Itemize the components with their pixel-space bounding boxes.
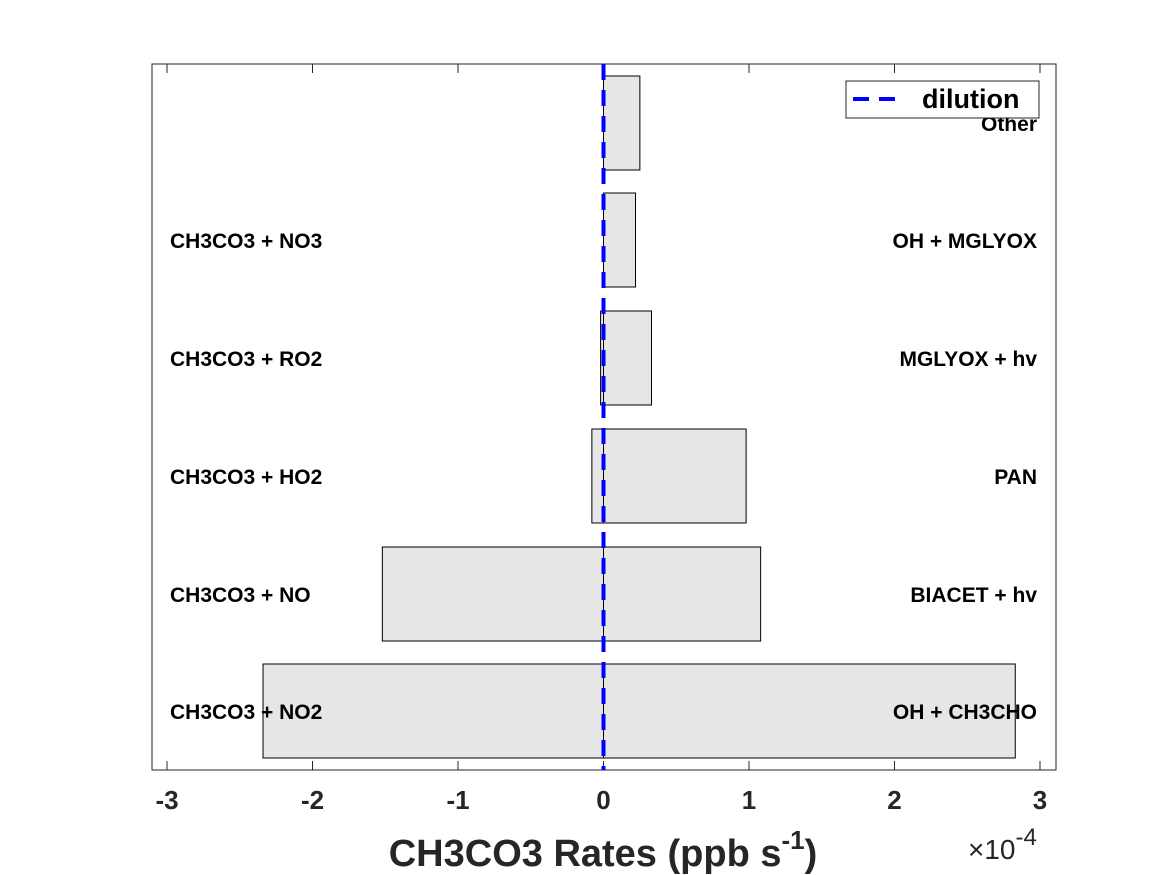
bar-label-loss: CH3CO3 + NO2 bbox=[170, 701, 322, 724]
x-tick-label: -1 bbox=[446, 785, 469, 815]
x-axis-title: CH3CO3 Rates (ppb s-1) bbox=[389, 825, 818, 875]
bar-production bbox=[603, 310, 653, 406]
x-axis-multiplier: ×10-4 bbox=[968, 824, 1037, 865]
bar-label-production: PAN bbox=[994, 466, 1037, 489]
bar-production bbox=[603, 663, 1016, 759]
x-axis-title-close: ) bbox=[805, 833, 818, 875]
x-axis-multiplier-exponent: -4 bbox=[1016, 824, 1037, 851]
x-axis-title-superscript: -1 bbox=[781, 825, 804, 855]
bars-layer bbox=[262, 75, 1016, 759]
x-tick-label: 2 bbox=[887, 785, 901, 815]
bar-production bbox=[603, 75, 641, 171]
bar-label-production: OH + MGLYOX bbox=[892, 230, 1037, 253]
bar-loss bbox=[591, 428, 604, 524]
bar-label-production: MGLYOX + hv bbox=[899, 348, 1037, 371]
bar-label-loss: CH3CO3 + HO2 bbox=[170, 466, 322, 489]
x-tick-label: -2 bbox=[301, 785, 324, 815]
bar-production bbox=[603, 546, 762, 642]
legend: dilution bbox=[845, 80, 1040, 119]
bar-label-production: BIACET + hv bbox=[910, 584, 1037, 607]
bar-label-production: Other bbox=[981, 113, 1037, 136]
bar-loss bbox=[381, 546, 604, 642]
bar-label-loss: CH3CO3 + NO bbox=[170, 584, 311, 607]
bar-label-production: OH + CH3CHO bbox=[893, 701, 1037, 724]
x-tick-label: 0 bbox=[596, 785, 610, 815]
x-tick-label: 3 bbox=[1033, 785, 1047, 815]
x-tick-label: 1 bbox=[742, 785, 756, 815]
x-axis-multiplier-base: ×10 bbox=[968, 834, 1016, 865]
legend-dilution-label: dilution bbox=[922, 84, 1019, 114]
ticks-layer: -3 -2 -1 0 1 2 3 bbox=[155, 64, 1047, 815]
labels-layer: CH3CO3 + NO2 OH + CH3CHO CH3CO3 + NO BIACET… bbox=[170, 113, 1037, 724]
bar-label-loss: CH3CO3 + NO3 bbox=[170, 230, 322, 253]
bar-production bbox=[603, 428, 747, 524]
bar-loss bbox=[262, 663, 604, 759]
bar-production bbox=[603, 192, 637, 288]
x-tick-label: -3 bbox=[155, 785, 178, 815]
x-axis-title-main: CH3CO3 Rates (ppb s bbox=[389, 833, 782, 875]
legend-box bbox=[845, 80, 1040, 119]
bar-label-loss: CH3CO3 + RO2 bbox=[170, 348, 322, 371]
